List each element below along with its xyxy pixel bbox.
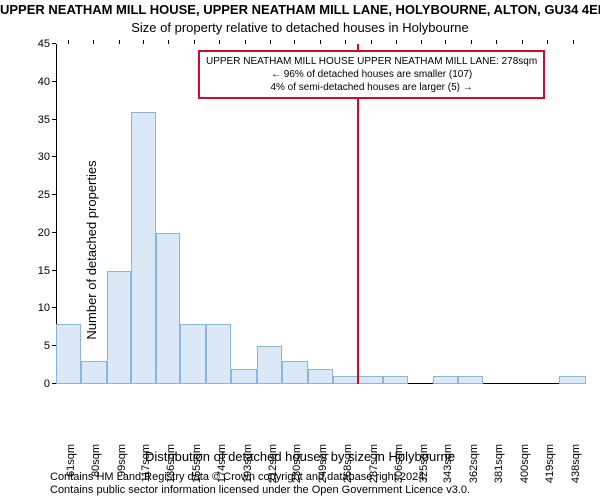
x-tick-mark [270, 40, 271, 44]
x-tick-mark [93, 40, 94, 44]
y-tick-mark [52, 156, 56, 157]
x-tick-mark [396, 40, 397, 44]
annotation-line-1: UPPER NEATHAM MILL HOUSE UPPER NEATHAM M… [206, 55, 537, 68]
histogram-bar [282, 361, 307, 384]
histogram-bar [231, 369, 256, 384]
y-tick-mark [52, 270, 56, 271]
histogram-bar [458, 376, 483, 384]
histogram-bar [433, 376, 457, 384]
x-tick-mark [320, 40, 321, 44]
x-tick-mark [345, 40, 346, 44]
histogram-bar [383, 376, 408, 384]
x-tick-mark [547, 40, 548, 44]
y-tick-label: 30 [16, 151, 56, 163]
attribution: Contains HM Land Registry data © Crown c… [50, 471, 592, 499]
y-tick-label: 25 [16, 189, 56, 201]
chart-title: Size of property relative to detached ho… [0, 20, 600, 35]
y-tick-label: 15 [16, 265, 56, 277]
y-tick-mark [52, 43, 56, 44]
attribution-line-1: Contains HM Land Registry data © Crown c… [50, 471, 592, 485]
y-tick-mark [52, 232, 56, 233]
super-title: UPPER NEATHAM MILL HOUSE, UPPER NEATHAM … [0, 2, 600, 17]
x-tick-mark [219, 40, 220, 44]
y-tick-mark [52, 307, 56, 308]
x-tick-mark [371, 40, 372, 44]
y-tick-mark [52, 119, 56, 120]
histogram-bar [180, 324, 205, 384]
y-tick-label: 45 [16, 38, 56, 50]
y-tick-label: 40 [16, 76, 56, 88]
y-tick-label: 10 [16, 302, 56, 314]
annotation-line-2: ← 96% of detached houses are smaller (10… [206, 68, 537, 81]
histogram-bar [333, 376, 358, 384]
plot-area: 051015202530354045 61sqm80sqm99sqm117sqm… [56, 44, 586, 384]
histogram-bar [131, 112, 156, 384]
x-tick-mark [168, 40, 169, 44]
y-tick-label: 20 [16, 227, 56, 239]
histogram-bar [81, 361, 106, 384]
x-ticks: 61sqm80sqm99sqm117sqm136sqm155sqm174sqm1… [56, 384, 586, 444]
histogram-bar [358, 376, 382, 384]
histogram-bar [206, 324, 231, 384]
y-tick-label: 5 [16, 340, 56, 352]
y-tick-label: 35 [16, 114, 56, 126]
x-tick-mark [119, 40, 120, 44]
x-axis-label: Distribution of detached houses by size … [0, 449, 600, 464]
histogram-bar [107, 271, 131, 384]
histogram-bar [308, 369, 333, 384]
histogram-bar [257, 346, 282, 384]
x-tick-mark [445, 40, 446, 44]
x-tick-mark [471, 40, 472, 44]
y-tick-mark [52, 194, 56, 195]
x-tick-mark [522, 40, 523, 44]
x-tick-mark [496, 40, 497, 44]
chart-container: UPPER NEATHAM MILL HOUSE, UPPER NEATHAM … [0, 0, 600, 500]
x-tick-mark [245, 40, 246, 44]
x-tick-mark [421, 40, 422, 44]
y-tick-label: 0 [16, 378, 56, 390]
annotation-line-3: 4% of semi-detached houses are larger (5… [206, 81, 537, 94]
histogram-bar [156, 233, 180, 384]
histogram-bar [559, 376, 586, 384]
histogram-bar [56, 324, 81, 384]
x-tick-mark [294, 40, 295, 44]
x-tick-mark [68, 40, 69, 44]
annotation-box: UPPER NEATHAM MILL HOUSE UPPER NEATHAM M… [198, 50, 545, 99]
x-tick-mark [573, 40, 574, 44]
attribution-line-2: Contains public sector information licen… [50, 484, 592, 498]
y-tick-mark [52, 81, 56, 82]
x-tick-mark [143, 40, 144, 44]
x-tick-mark [194, 40, 195, 44]
y-tick-mark [52, 345, 56, 346]
